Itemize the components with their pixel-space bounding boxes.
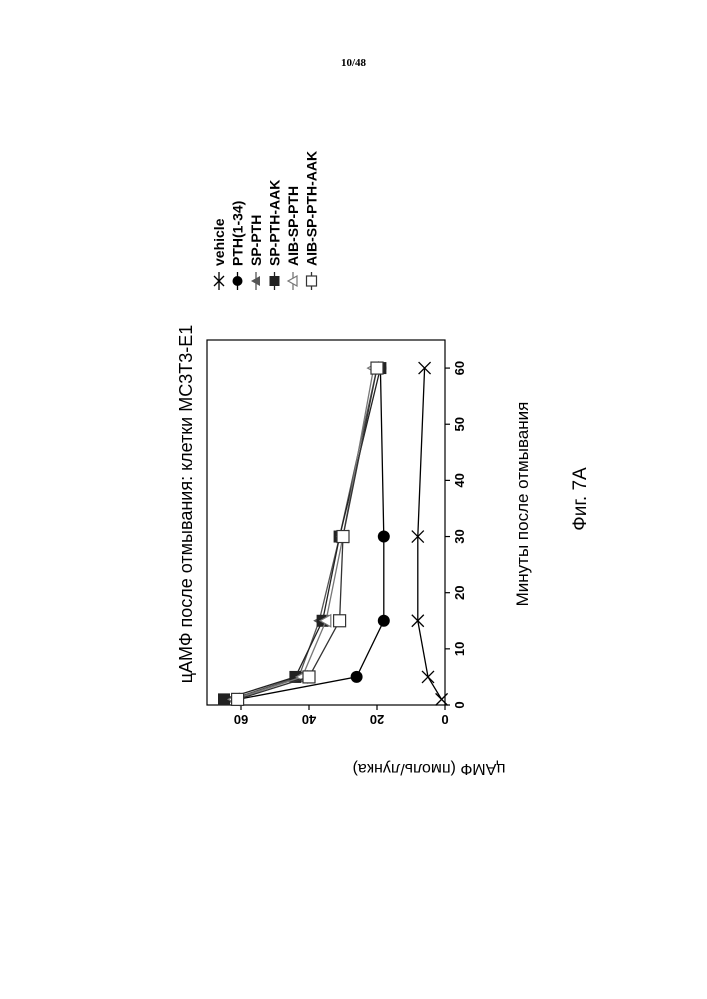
- series-5-point-4: [371, 362, 383, 374]
- y-axis-label: цАМФ (пмоль/лунка): [353, 760, 506, 777]
- series-0-point-1: [422, 671, 434, 683]
- series-5-point-2: [334, 615, 346, 627]
- x-tick-label-2: 20: [452, 585, 467, 599]
- x-tick-label-4: 40: [452, 473, 467, 487]
- x-tick-label-3: 30: [452, 529, 467, 543]
- legend-marker-1: [233, 276, 243, 286]
- series-0: [412, 362, 448, 705]
- x-tick-label-1: 10: [452, 642, 467, 656]
- x-axis-label: Минуты после отмывания: [513, 402, 532, 607]
- legend-label-0: vehicle: [211, 218, 227, 266]
- chart-legend: vehiclePTH(1-34)SP-PTHSP-PTH-AAKAIB-SP-P…: [211, 151, 320, 290]
- series-5-point-1: [303, 671, 315, 683]
- series-5-point-0: [232, 693, 244, 705]
- y-tick-label-1: 20: [370, 712, 384, 727]
- legend-label-1: PTH(1-34): [230, 201, 246, 266]
- series-1-point-2: [378, 615, 390, 627]
- series-0-point-0: [436, 693, 448, 705]
- series-1-point-3: [378, 531, 390, 543]
- series-line-2: [231, 368, 377, 699]
- series-line-3: [224, 368, 380, 699]
- plot-frame: [207, 340, 445, 705]
- y-tick-label-2: 40: [302, 712, 316, 727]
- x-tick-label-0: 0: [452, 701, 467, 708]
- series-line-5: [238, 368, 377, 699]
- legend-label-5: AIB-SP-PTH-AAK: [304, 151, 320, 266]
- series-1-point-1: [351, 671, 363, 683]
- series-2: [225, 362, 382, 705]
- legend-marker-5: [307, 276, 317, 286]
- legend-marker-3: [270, 276, 280, 286]
- series-1: [232, 362, 390, 705]
- figure-caption: Фиг. 7A: [570, 467, 591, 531]
- x-tick-label-5: 50: [452, 417, 467, 431]
- plot-axes: 0 10 20 30 40 50 60 0 20 40 60: [207, 340, 467, 727]
- x-tick-label-6: 60: [452, 361, 467, 375]
- series-3: [218, 362, 386, 705]
- series-line-4: [234, 368, 373, 699]
- y-tick-label-0: 0: [441, 712, 448, 727]
- series-4: [228, 362, 378, 705]
- chart-title: цАМФ после отмывания: клетки MC3T3-E1: [176, 325, 196, 684]
- legend-label-3: SP-PTH-AAK: [267, 180, 283, 266]
- series-line-1: [238, 368, 384, 699]
- legend-label-2: SP-PTH: [248, 215, 264, 266]
- y-tick-label-3: 60: [234, 712, 248, 727]
- legend-label-4: AIB-SP-PTH: [285, 186, 301, 266]
- series-5-point-3: [337, 531, 349, 543]
